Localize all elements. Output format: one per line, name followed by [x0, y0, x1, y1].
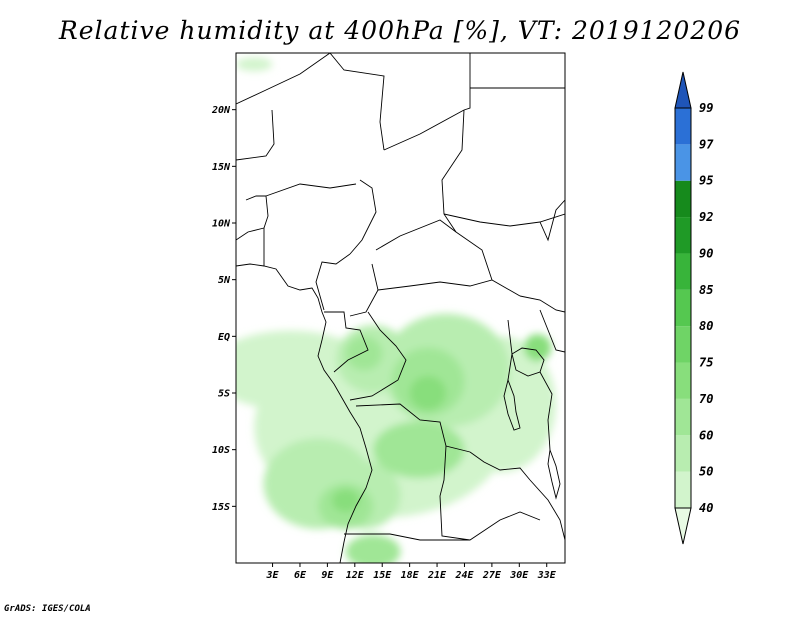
border-angola-zambia: [439, 445, 471, 541]
humidity-region: [373, 421, 465, 478]
border-drc-uganda: [507, 319, 513, 381]
border-ssudan-drc: [519, 295, 565, 313]
border-nigeria-cameroon: [315, 253, 351, 311]
humidity-region: [523, 334, 552, 362]
lake-victoria: [511, 347, 545, 377]
lat-tick-label: 15S: [212, 502, 230, 513]
colorbar-lower-arrow: [674, 507, 692, 545]
colorbar-outline: [674, 107, 692, 509]
lat-tick-label: 15N: [212, 162, 231, 173]
humidity-region: [236, 57, 273, 72]
colorbar-segment: [675, 398, 691, 436]
longitude-axis: 3E 6E 9E 12E 15E 18E 21E 24E 27E 30E 33E: [266, 563, 557, 581]
border-mozambique: [529, 479, 565, 541]
lon-tick-label: 15E: [373, 570, 392, 581]
colorbar-label: 85: [699, 283, 713, 297]
border-cameroon-car: [349, 263, 379, 317]
colorbar-label: 75: [699, 356, 713, 370]
lat-tick-label: 5N: [218, 275, 231, 286]
border-libya-chad: [383, 109, 465, 151]
coastline-west: [236, 263, 373, 563]
colorbar: 40 50 60 70 75 80 85 90 92 95 97 99: [674, 71, 714, 545]
lon-tick-label: 33E: [537, 570, 557, 581]
border-libya-egypt: [463, 53, 471, 111]
colorbar-label: 50: [699, 465, 713, 479]
lat-tick-label: 10N: [212, 219, 231, 230]
lon-tick-label: 24E: [454, 570, 474, 581]
border-uganda-kenya: [539, 309, 565, 353]
border-angola-namibia: [344, 533, 442, 541]
colorbar-segment: [675, 471, 691, 508]
border-chad-sudan: [441, 109, 465, 233]
colorbar-upper-arrow: [674, 71, 692, 109]
border-nigeria-benin: [263, 195, 269, 266]
lat-tick-label: 10S: [212, 445, 230, 456]
humidity-region: [345, 534, 401, 563]
lat-tick-label: EQ: [218, 332, 230, 343]
border-congo-drc: [349, 311, 407, 401]
colorbar-segment: [675, 435, 691, 472]
colorbar-segment: [675, 253, 691, 290]
colorbar-label: 60: [699, 428, 713, 442]
lake-malawi: [547, 449, 561, 500]
border-niger-north: [236, 53, 331, 105]
humidity-fill-layer: [236, 57, 556, 563]
lon-tick-label: 30E: [509, 570, 529, 581]
lon-tick-label: 3E: [266, 570, 280, 581]
border-niger-chad: [349, 179, 377, 255]
colorbar-segment: [675, 289, 691, 327]
colorbar-segment: [675, 326, 691, 363]
colorbar-segment: [675, 362, 691, 399]
colorbar-segment: [675, 144, 691, 181]
lon-tick-label: 18E: [401, 570, 420, 581]
lon-tick-label: 21E: [427, 570, 447, 581]
border-niger-mali-2: [245, 195, 266, 201]
colorbar-label: 99: [699, 101, 713, 115]
border-mali-niger: [236, 109, 275, 161]
colorbar-label: 92: [699, 210, 713, 224]
lon-tick-label: 12E: [346, 570, 365, 581]
map-frame: [235, 52, 566, 564]
colorbar-label: 40: [699, 501, 713, 515]
colorbar-label: 80: [699, 319, 713, 333]
colorbar-label: 95: [699, 174, 713, 188]
border-zambia-zimbabwe: [442, 511, 541, 541]
lon-tick-label: 6E: [294, 570, 307, 581]
lon-tick-label: 9E: [321, 570, 334, 581]
border-congo-gabon: [324, 311, 369, 373]
border-niger-nigeria: [265, 183, 357, 197]
lat-tick-label: 20N: [211, 105, 231, 116]
border-drc-zambia: [469, 451, 531, 481]
map-title: Relative humidity at 400hPa [%], VT: 201…: [58, 16, 742, 45]
lake-tanganyika: [503, 378, 521, 431]
colorbar-label: 70: [699, 392, 713, 406]
colorbar-segment: [675, 108, 691, 145]
humidity-region: [331, 489, 360, 512]
colorbar-label: 97: [699, 137, 714, 151]
border-drc-angola: [355, 403, 471, 453]
colorbar-segment: [675, 180, 691, 218]
country-borders: [236, 53, 565, 563]
grads-credit: GrADS: IGES/COLA: [4, 604, 91, 614]
border-burkina: [236, 227, 265, 241]
border-sudan-ssudan: [443, 213, 565, 227]
humidity-region: [409, 376, 447, 410]
border-tanzania: [539, 371, 553, 451]
border-car-drc: [377, 279, 521, 297]
lon-tick-label: 27E: [482, 570, 502, 581]
border-chad-car: [375, 219, 493, 281]
latitude-axis: 20N 15N 10N 5N EQ 5S 10S 15S: [211, 105, 236, 513]
colorbar-label: 90: [699, 246, 713, 260]
lat-tick-label: 5S: [218, 389, 230, 400]
border-algeria-libya: [329, 53, 385, 151]
colorbar-segment: [675, 217, 691, 254]
border-ethiopia: [539, 199, 565, 242]
humidity-region: [345, 336, 383, 371]
